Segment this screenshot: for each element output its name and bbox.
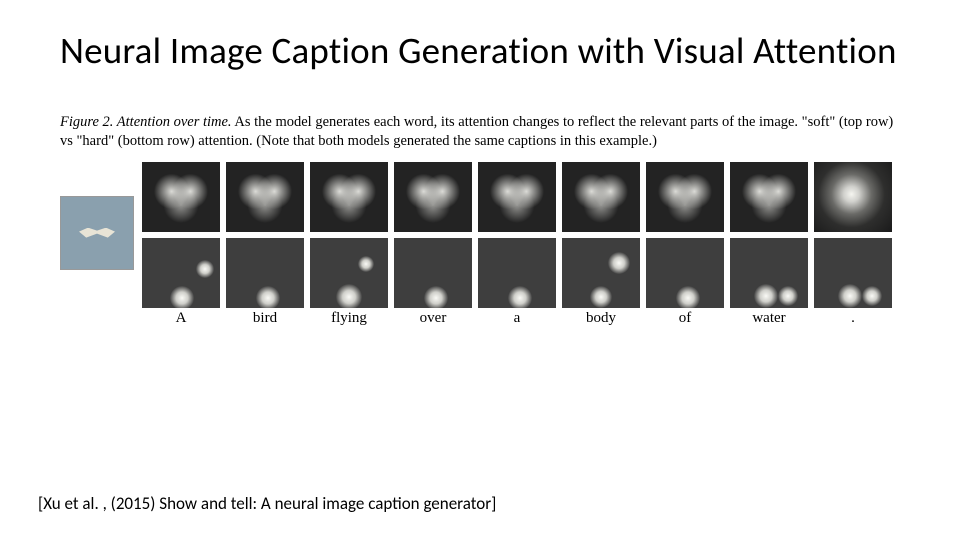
slide-title: Neural Image Caption Generation with Vis… (60, 30, 900, 73)
slide: Neural Image Caption Generation with Vis… (0, 0, 960, 540)
hard-attention-cell (562, 238, 640, 308)
hard-attention-cell (226, 238, 304, 308)
attention-columns: Abird flying overabodyofwater. (142, 162, 892, 327)
soft-attention-cell (562, 162, 640, 232)
soft-attention-cell (478, 162, 556, 232)
original-image-column (60, 162, 134, 270)
hard-attention-cell (142, 238, 220, 308)
hard-attention-cell (646, 238, 724, 308)
caption-word: water (730, 310, 808, 327)
hard-attention-cell (730, 238, 808, 308)
hard-attention-cell (394, 238, 472, 308)
caption-word: a (478, 310, 556, 327)
hard-attention-cell (478, 238, 556, 308)
caption-word: of (646, 310, 724, 327)
figure-grid: Abird flying overabodyofwater. (60, 162, 900, 327)
caption-word: bird (226, 310, 304, 327)
figure-caption-lead: Figure 2. Attention over time. (60, 114, 232, 130)
soft-attention-cell (310, 162, 388, 232)
hard-attention-cell (310, 238, 388, 308)
figure-caption: Figure 2. Attention over time. As the mo… (60, 113, 900, 152)
citation: [Xu et al. , (2015) Show and tell: A neu… (38, 493, 496, 514)
soft-attention-cell (226, 162, 304, 232)
caption-word: flying (310, 310, 388, 327)
soft-attention-cell (814, 162, 892, 232)
attention-grid (142, 162, 892, 308)
caption-word: body (562, 310, 640, 327)
word-row: Abird flying overabodyofwater. (142, 310, 892, 327)
soft-attention-cell (646, 162, 724, 232)
caption-word: A (142, 310, 220, 327)
hard-attention-cell (814, 238, 892, 308)
soft-attention-cell (142, 162, 220, 232)
original-image (60, 196, 134, 270)
caption-word: . (814, 310, 892, 327)
soft-attention-cell (730, 162, 808, 232)
soft-attention-cell (394, 162, 472, 232)
caption-word: over (394, 310, 472, 327)
